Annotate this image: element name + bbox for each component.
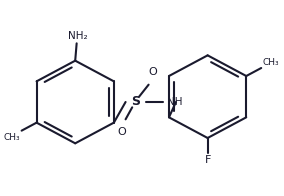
Text: F: F [204,155,211,165]
Text: NH: NH [167,97,183,107]
Text: NH₂: NH₂ [68,31,88,41]
Text: CH₃: CH₃ [4,133,20,142]
Text: O: O [149,67,157,77]
Text: O: O [117,127,126,137]
Text: S: S [131,95,140,109]
Text: CH₃: CH₃ [263,58,279,67]
